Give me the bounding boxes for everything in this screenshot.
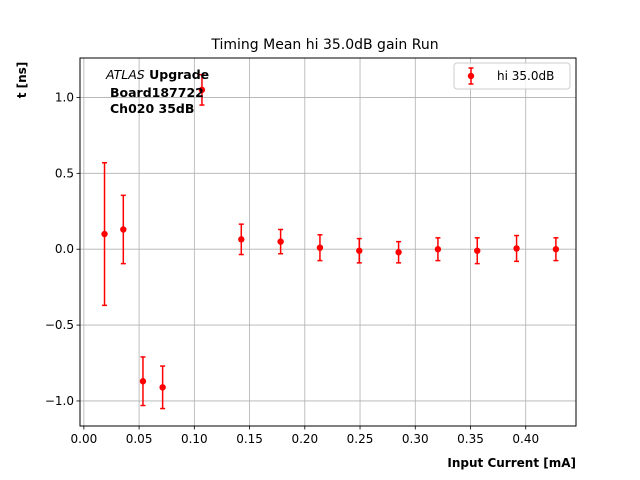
x-tick-label: 0.10: [181, 432, 208, 446]
data-point: [316, 234, 324, 262]
legend-marker: [467, 72, 475, 80]
atlas-annotation: ATLAS Upgrade Board187722 Ch020 35dB: [105, 67, 209, 116]
data-marker: [434, 246, 442, 253]
x-tick-label: 0.20: [291, 432, 318, 446]
x-tick-label: 0.35: [457, 432, 484, 446]
data-marker: [474, 247, 481, 254]
data-marker: [120, 226, 127, 233]
data-point: [101, 161, 108, 307]
board-label: Board187722: [110, 85, 204, 100]
tick-layer: 0.00 0.05 0.10 0.15 0.20 0.25 0.30 0.35 0.40 −1.0…: [45, 90, 539, 446]
data-point: [474, 237, 481, 265]
data-point: [513, 234, 520, 263]
data-point: [277, 228, 284, 255]
legend: hi 35.0dB: [453, 62, 571, 90]
upgrade-label: Upgrade: [149, 67, 209, 82]
data-point: [395, 240, 402, 264]
annotation-line-1: ATLAS Upgrade: [105, 67, 209, 82]
y-tick-label: 1.0: [55, 90, 74, 104]
data-point: [198, 73, 206, 106]
data-marker: [238, 236, 245, 243]
grid-layer: [80, 58, 576, 426]
x-tick-label: 0.30: [402, 432, 429, 446]
y-tick-label: −0.5: [45, 318, 74, 332]
data-marker: [356, 247, 363, 254]
y-tick-label: −1.0: [45, 394, 74, 408]
data-marker: [552, 246, 560, 253]
y-tick-label: 0.0: [55, 242, 74, 256]
atlas-label: ATLAS: [105, 67, 145, 82]
x-tick-label: 0.25: [347, 432, 374, 446]
legend-label: hi 35.0dB: [497, 69, 554, 83]
data-marker: [139, 378, 147, 385]
data-marker: [277, 238, 284, 245]
plot-frame: [79, 57, 577, 427]
x-tick-label: 0.00: [71, 432, 98, 446]
data-point: [139, 356, 147, 407]
x-axis-label: Input Current [mA]: [447, 456, 576, 470]
data-marker: [159, 384, 166, 391]
data-marker: [101, 230, 108, 238]
x-tick-label: 0.40: [512, 432, 539, 446]
x-tick-label: 0.15: [236, 432, 263, 446]
data-layer: [101, 73, 560, 410]
chart-title: Timing Mean hi 35.0dB gain Run: [210, 37, 438, 53]
channel-label: Ch020 35dB: [110, 101, 194, 116]
data-marker: [513, 245, 520, 252]
y-tick-label: 0.5: [55, 166, 74, 180]
data-point: [159, 365, 166, 410]
data-point: [238, 223, 245, 256]
data-point: [552, 237, 560, 262]
data-point: [120, 194, 127, 265]
data-point: [434, 237, 442, 262]
data-point: [356, 237, 363, 264]
legend-box: [453, 62, 571, 90]
y-axis-label: t [ns]: [15, 62, 29, 99]
data-marker: [198, 86, 206, 94]
x-tick-label: 0.05: [126, 432, 153, 446]
data-marker: [316, 244, 324, 251]
data-marker: [395, 249, 402, 256]
